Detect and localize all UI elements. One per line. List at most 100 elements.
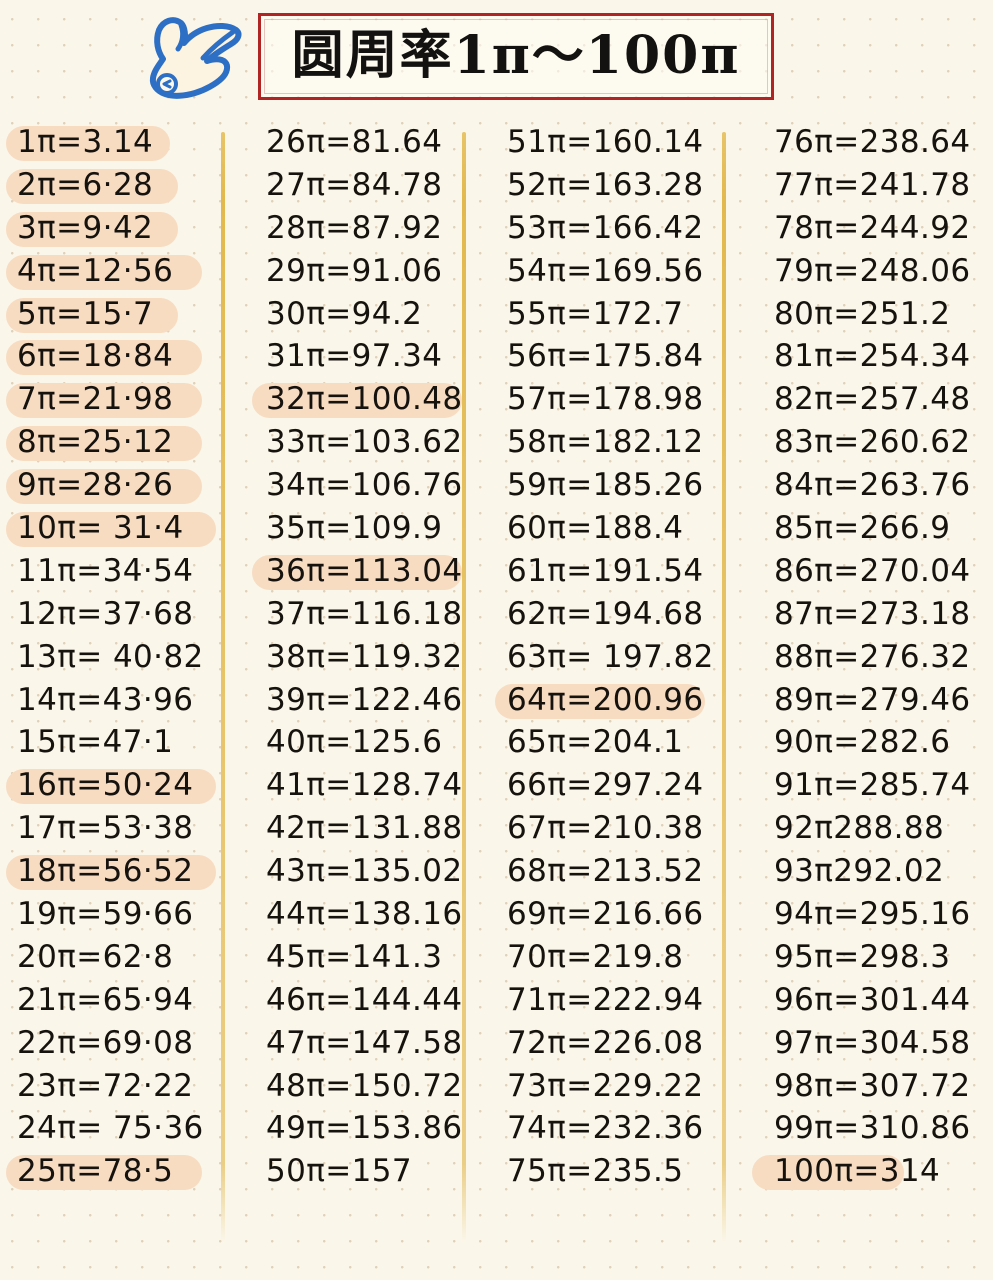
- pi-equation: 78π=244.92: [774, 209, 971, 246]
- pi-equation: 68π=213.52: [507, 853, 704, 890]
- pi-equation: 83π=260.62: [774, 424, 971, 461]
- pi-row: 71π=222.94: [495, 980, 722, 1023]
- pi-equation: 93π292.02: [774, 853, 945, 890]
- pi-equation: 5π=15·7: [17, 295, 154, 332]
- pi-row: 13π= 40·82: [6, 637, 221, 680]
- pi-equation: 6π=18·84: [17, 338, 174, 375]
- pi-table: 1π=3.14 2π=6·28 3π=9·42 4π=12·56 5π=15·7 6π=1…: [0, 122, 993, 1242]
- pi-equation: 17π=53·38: [17, 810, 194, 847]
- pi-equation: 24π= 75·36: [17, 1110, 204, 1147]
- pi-equation: 39π=122.46: [266, 681, 463, 718]
- pi-column-4: 76π=238.64 77π=241.78 78π=244.92 79π=248.06…: [752, 122, 987, 1194]
- pi-row: 82π=257.48: [752, 379, 987, 422]
- pi-row: 43π=135.02: [252, 851, 462, 894]
- pi-equation: 62π=194.68: [507, 595, 704, 632]
- pi-row: 58π=182.12: [495, 422, 722, 465]
- pi-equation: 33π=103.62: [266, 424, 463, 461]
- pi-row: 56π=175.84: [495, 336, 722, 379]
- pi-row: 39π=122.46: [252, 680, 462, 723]
- pi-equation: 84π=263.76: [774, 467, 971, 504]
- pi-row: 80π=251.2: [752, 294, 987, 337]
- pi-row: 48π=150.72: [252, 1066, 462, 1109]
- pi-equation: 18π=56·52: [17, 853, 194, 890]
- pi-equation: 86π=270.04: [774, 552, 971, 589]
- pi-equation: 12π=37·68: [17, 595, 194, 632]
- title-box: 圆周率1π～100π: [258, 13, 774, 100]
- pi-equation: 91π=285.74: [774, 767, 971, 804]
- pi-row: 38π=119.32: [252, 637, 462, 680]
- pi-row: 88π=276.32: [752, 637, 987, 680]
- pi-row: 86π=270.04: [752, 551, 987, 594]
- page-title: 圆周率1π～100π: [291, 24, 741, 86]
- pi-row: 19π=59·66: [6, 894, 221, 937]
- pi-equation: 27π=84.78: [266, 166, 443, 203]
- pi-equation: 11π=34·54: [17, 552, 194, 589]
- pi-equation: 67π=210.38: [507, 810, 704, 847]
- pi-equation: 1π=3.14: [17, 123, 154, 160]
- pi-row: 100π=314: [752, 1151, 987, 1194]
- pi-row: 3π=9·42: [6, 208, 221, 251]
- row-highlight: [6, 297, 178, 333]
- pi-row: 23π=72·22: [6, 1066, 221, 1109]
- pi-equation: 61π=191.54: [507, 552, 704, 589]
- pi-equation: 28π=87.92: [266, 209, 443, 246]
- row-highlight: [495, 683, 705, 719]
- pi-equation: 22π=69·08: [17, 1024, 194, 1061]
- pi-equation: 75π=235.5: [507, 1153, 684, 1190]
- row-highlight: [252, 554, 462, 590]
- pi-row: 49π=153.86: [252, 1108, 462, 1151]
- pi-row: 6π=18·84: [6, 336, 221, 379]
- pi-equation: 71π=222.94: [507, 981, 704, 1018]
- pi-row: 42π=131.88: [252, 808, 462, 851]
- pi-equation: 15π=47·1: [17, 724, 174, 761]
- pi-equation: 7π=21·98: [17, 381, 174, 418]
- pi-equation: 82π=257.48: [774, 381, 971, 418]
- pi-row: 93π292.02: [752, 851, 987, 894]
- pi-row: 31π=97.34: [252, 336, 462, 379]
- pi-row: 17π=53·38: [6, 808, 221, 851]
- pi-row: 87π=273.18: [752, 594, 987, 637]
- pi-equation: 98π=307.72: [774, 1067, 971, 1104]
- pi-row: 16π=50·24: [6, 765, 221, 808]
- pi-row: 73π=229.22: [495, 1066, 722, 1109]
- pi-equation: 4π=12·56: [17, 252, 174, 289]
- pi-row: 60π=188.4: [495, 508, 722, 551]
- pi-row: 10π= 31·4: [6, 508, 221, 551]
- pi-row: 15π=47·1: [6, 722, 221, 765]
- pi-row: 2π=6·28: [6, 165, 221, 208]
- pi-row: 27π=84.78: [252, 165, 462, 208]
- pi-row: 92π288.88: [752, 808, 987, 851]
- pi-row: 32π=100.48: [252, 379, 462, 422]
- pi-equation: 36π=113.04: [266, 552, 463, 589]
- pi-equation: 21π=65·94: [17, 981, 194, 1018]
- column-divider-3: [722, 132, 726, 1242]
- row-highlight: [6, 168, 178, 204]
- pi-row: 22π=69·08: [6, 1023, 221, 1066]
- pi-row: 61π=191.54: [495, 551, 722, 594]
- pi-equation: 41π=128.74: [266, 767, 463, 804]
- pi-row: 91π=285.74: [752, 765, 987, 808]
- row-highlight: [252, 383, 462, 419]
- pi-equation: 55π=172.7: [507, 295, 684, 332]
- header: 圆周率1π～100π: [0, 0, 993, 122]
- pi-equation: 53π=166.42: [507, 209, 704, 246]
- pi-row: 18π=56·52: [6, 851, 221, 894]
- pi-equation: 19π=59·66: [17, 895, 194, 932]
- pi-equation: 87π=273.18: [774, 595, 971, 632]
- pi-row: 20π=62·8: [6, 937, 221, 980]
- pi-equation: 37π=116.18: [266, 595, 463, 632]
- pi-row: 79π=248.06: [752, 251, 987, 294]
- pi-row: 47π=147.58: [252, 1023, 462, 1066]
- pi-equation: 10π= 31·4: [17, 509, 184, 546]
- pi-equation: 38π=119.32: [266, 638, 463, 675]
- bird-icon: [137, 8, 255, 112]
- row-highlight: [6, 769, 216, 805]
- pi-row: 5π=15·7: [6, 294, 221, 337]
- pi-row: 69π=216.66: [495, 894, 722, 937]
- pi-row: 75π=235.5: [495, 1151, 722, 1194]
- row-highlight: [6, 340, 202, 376]
- pi-row: 34π=106.76: [252, 465, 462, 508]
- column-divider-2: [462, 132, 466, 1242]
- pi-row: 45π=141.3: [252, 937, 462, 980]
- pi-row: 74π=232.36: [495, 1108, 722, 1151]
